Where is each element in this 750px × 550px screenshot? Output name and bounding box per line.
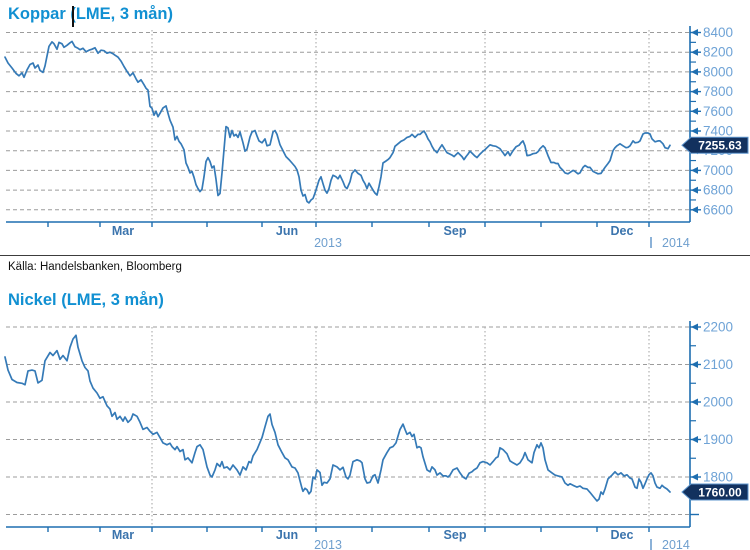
y-axis-label: 2000 xyxy=(703,395,733,410)
x-month-label: Sep xyxy=(444,224,467,238)
y-axis-label: 8400 xyxy=(703,25,733,40)
y-tick-arrow-icon xyxy=(691,323,698,331)
x-month-label: Dec xyxy=(611,528,634,542)
y-axis-label: 8000 xyxy=(703,64,733,79)
y-axis-label: 1800 xyxy=(703,470,733,485)
y-axis-label: 2200 xyxy=(703,320,733,335)
y-axis-label: 8200 xyxy=(703,45,733,60)
y-tick-arrow-icon xyxy=(691,206,698,214)
y-tick-arrow-icon xyxy=(691,88,698,96)
y-tick-arrow-icon xyxy=(691,127,698,135)
last-price-label: 7255.63 xyxy=(698,139,742,153)
section-divider xyxy=(0,255,750,256)
last-price-label: 1760.00 xyxy=(698,486,742,500)
x-month-label: Sep xyxy=(444,528,467,542)
y-tick-arrow-icon xyxy=(691,48,698,56)
y-axis-label: 1900 xyxy=(703,432,733,447)
y-axis-label: 7400 xyxy=(703,124,733,139)
x-month-label: Jun xyxy=(276,224,298,238)
last-price-flag xyxy=(681,136,749,154)
price-series-line xyxy=(4,334,671,502)
x-year-label: 2013 xyxy=(314,538,342,550)
source-note: Källa: Handelsbanken, Bloomberg xyxy=(8,261,182,273)
nickel-chart-title[interactable]: Nickel (LME, 3 mån) xyxy=(8,291,164,309)
koppar-chart-title[interactable]: Koppar (LME, 3 mån) xyxy=(8,5,174,23)
y-axis-label: 2100 xyxy=(703,357,733,372)
x-month-label: Mar xyxy=(112,224,134,238)
last-price-flag xyxy=(681,483,749,501)
x-month-label: Dec xyxy=(611,224,634,238)
koppar-chart: 8400820080007800760074007200700068006600… xyxy=(4,25,749,250)
x-year-label: 2014 xyxy=(662,236,690,250)
y-tick-arrow-icon xyxy=(691,473,698,481)
price-series-line xyxy=(4,40,671,204)
y-tick-arrow-icon xyxy=(691,107,698,115)
y-tick-arrow-icon xyxy=(691,68,698,76)
text-cursor xyxy=(72,6,74,27)
y-tick-arrow-icon xyxy=(691,186,698,194)
x-month-label: Mar xyxy=(112,528,134,542)
y-tick-arrow-icon xyxy=(691,398,698,406)
x-year-label: 2013 xyxy=(314,236,342,250)
y-tick-arrow-icon xyxy=(691,166,698,174)
nickel-chart: 2200 2100 2000 1900 1800 Mar Jun Sep Dec 2013 2014… xyxy=(4,320,749,550)
y-axis-label: 6800 xyxy=(703,183,733,198)
y-tick-arrow-icon xyxy=(691,361,698,368)
x-month-label: Jun xyxy=(276,528,298,542)
y-axis-label: 7800 xyxy=(703,84,733,99)
y-tick-arrow-icon xyxy=(691,436,698,443)
y-tick-arrow-icon xyxy=(691,29,698,36)
y-axis-label: 7600 xyxy=(703,104,733,119)
y-axis-label: 7000 xyxy=(703,163,733,178)
y-axis-label: 6600 xyxy=(703,202,733,217)
x-year-label: 2014 xyxy=(662,538,690,550)
